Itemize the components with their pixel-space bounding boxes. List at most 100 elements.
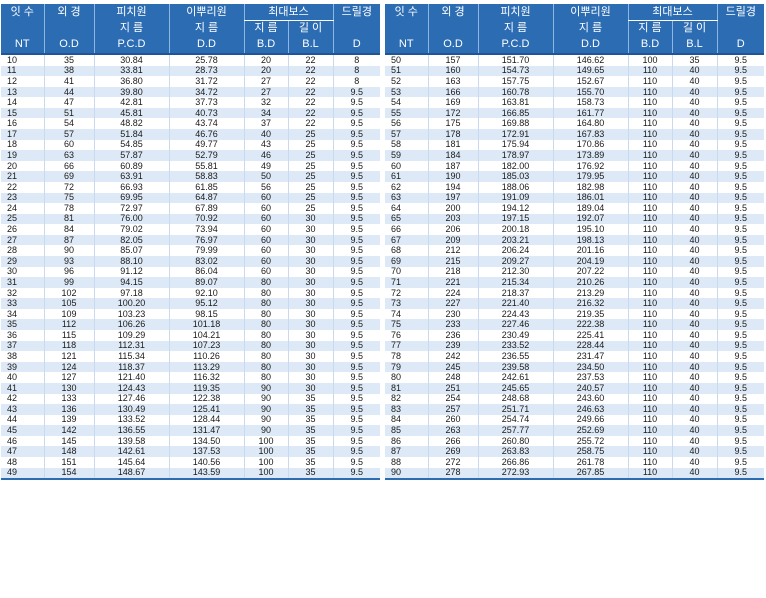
table-row: 64 200 194.12 189.04 110 40 9.5 — [385, 203, 765, 214]
header-outer-diameter: 외 경 — [427, 4, 478, 21]
pcd-cell: 148.67 — [93, 467, 169, 481]
header-dd: D.D — [552, 36, 628, 55]
bl-cell: 40 — [671, 298, 718, 309]
od-cell: 209 — [427, 234, 478, 246]
pcd-cell: 130.49 — [93, 404, 169, 415]
pcd-cell: 166.85 — [477, 107, 553, 119]
pcd-cell: 188.06 — [477, 181, 553, 193]
teeth-cell: 23 — [1, 192, 44, 204]
header-teeth: 잇 수 — [1, 4, 44, 21]
bd-cell: 37 — [243, 118, 288, 130]
dd-cell: 134.50 — [168, 435, 244, 447]
teeth-cell: 32 — [1, 287, 44, 299]
drill-cell: 9.5 — [716, 319, 765, 331]
pcd-cell: 182.00 — [477, 160, 553, 172]
teeth-cell: 26 — [1, 224, 44, 235]
od-cell: 163 — [427, 76, 478, 87]
dd-cell: 116.32 — [168, 372, 244, 383]
header-nt: NT — [385, 36, 428, 55]
dd-cell: 70.92 — [168, 213, 244, 225]
teeth-cell: 15 — [1, 107, 44, 119]
teeth-cell: 82 — [385, 393, 428, 405]
teeth-cell: 80 — [385, 372, 428, 383]
dd-cell: 219.35 — [552, 308, 628, 320]
table-row: 39 124 118.37 113.29 80 30 9.5 — [1, 361, 381, 373]
teeth-cell: 49 — [1, 467, 44, 481]
drill-cell: 8 — [332, 65, 381, 77]
bl-cell: 30 — [287, 382, 334, 394]
pcd-cell: 82.05 — [93, 234, 169, 246]
od-cell: 84 — [43, 224, 94, 235]
dd-cell: 167.83 — [552, 129, 628, 140]
bd-cell: 110 — [627, 425, 672, 436]
drill-cell: 9.5 — [716, 298, 765, 309]
teeth-cell: 13 — [1, 86, 44, 98]
table-row: 43 136 130.49 125.41 90 35 9.5 — [1, 404, 381, 415]
bl-cell: 40 — [671, 414, 718, 426]
bl-cell: 40 — [671, 393, 718, 405]
drill-cell: 9.5 — [716, 107, 765, 119]
bl-cell: 40 — [671, 234, 718, 246]
dd-cell: 79.99 — [168, 245, 244, 256]
bd-cell: 110 — [627, 192, 672, 204]
pcd-cell: 79.02 — [93, 224, 169, 235]
bl-cell: 35 — [287, 393, 334, 405]
drill-cell: 9.5 — [716, 340, 765, 352]
bd-cell: 110 — [627, 107, 672, 119]
bd-cell: 110 — [627, 234, 672, 246]
table-row: 10 35 30.84 25.78 20 22 8 — [1, 54, 381, 66]
dd-cell: 146.62 — [552, 54, 628, 66]
bd-cell: 110 — [627, 382, 672, 394]
dd-cell: 104.21 — [168, 330, 244, 341]
od-cell: 54 — [43, 118, 94, 130]
table-row: 23 75 69.95 64.87 60 25 9.5 — [1, 192, 381, 204]
bl-cell: 40 — [671, 107, 718, 119]
header-nt: NT — [1, 36, 44, 55]
teeth-cell: 85 — [385, 425, 428, 436]
dd-cell: 92.10 — [168, 287, 244, 299]
teeth-cell: 54 — [385, 97, 428, 108]
teeth-cell: 46 — [1, 435, 44, 447]
od-cell: 102 — [43, 287, 94, 299]
bl-cell: 25 — [287, 171, 334, 182]
dd-cell: 113.29 — [168, 361, 244, 373]
pcd-cell: 72.97 — [93, 203, 169, 214]
bd-cell: 110 — [627, 171, 672, 182]
header-bd: B.D — [243, 36, 288, 55]
bl-cell: 22 — [287, 54, 334, 66]
bl-cell: 40 — [671, 361, 718, 373]
bl-cell: 35 — [287, 446, 334, 457]
teeth-cell: 87 — [385, 446, 428, 457]
table-row: 17 57 51.84 46.76 40 25 9.5 — [1, 129, 381, 140]
od-cell: 218 — [427, 266, 478, 278]
drill-cell: 9.5 — [332, 308, 381, 320]
teeth-cell: 79 — [385, 361, 428, 373]
table-row: 24 78 72.97 67.89 60 25 9.5 — [1, 203, 381, 214]
teeth-cell: 81 — [385, 382, 428, 394]
od-cell: 99 — [43, 277, 94, 288]
bd-cell: 100 — [243, 435, 288, 447]
dd-cell: 52.79 — [168, 150, 244, 161]
drill-cell: 9.5 — [332, 330, 381, 341]
drill-cell: 8 — [332, 54, 381, 66]
pcd-cell: 254.74 — [477, 414, 553, 426]
od-cell: 215 — [427, 255, 478, 267]
bd-cell: 110 — [627, 372, 672, 383]
od-cell: 181 — [427, 139, 478, 151]
bd-cell: 110 — [627, 414, 672, 426]
bl-cell: 25 — [287, 181, 334, 193]
drill-cell: 9.5 — [332, 171, 381, 182]
od-cell: 175 — [427, 118, 478, 130]
pcd-cell: 245.65 — [477, 382, 553, 394]
od-cell: 142 — [43, 425, 94, 436]
teeth-cell: 61 — [385, 171, 428, 182]
bd-cell: 110 — [627, 298, 672, 309]
table-row: 25 81 76.00 70.92 60 30 9.5 — [1, 213, 381, 225]
bl-cell: 25 — [287, 150, 334, 161]
header-root-diameter: 지 름 — [168, 20, 244, 36]
teeth-cell: 59 — [385, 150, 428, 161]
od-cell: 239 — [427, 340, 478, 352]
drill-cell: 9.5 — [332, 425, 381, 436]
drill-cell: 9.5 — [332, 277, 381, 288]
od-cell: 66 — [43, 160, 94, 172]
